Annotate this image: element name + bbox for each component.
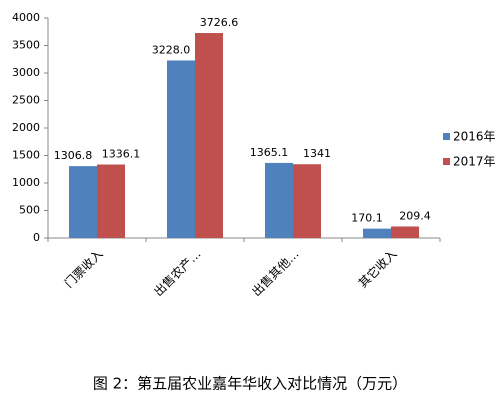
bar bbox=[363, 228, 391, 238]
x-tick-label: 出售农产… bbox=[151, 246, 204, 299]
bar bbox=[69, 166, 97, 238]
value-label: 3228.0 bbox=[152, 43, 191, 56]
y-tick-label: 4000 bbox=[12, 11, 40, 24]
y-tick-label: 3500 bbox=[12, 39, 40, 52]
bar bbox=[97, 164, 125, 238]
y-tick-label: 0 bbox=[33, 231, 40, 244]
x-tick-label: 其它收入 bbox=[355, 246, 400, 291]
y-tick-label: 500 bbox=[19, 204, 40, 217]
legend-swatch bbox=[443, 158, 450, 165]
legend-swatch bbox=[443, 133, 450, 140]
legend-label: 2017年 bbox=[453, 155, 496, 169]
bar bbox=[265, 162, 293, 238]
value-label: 1336.1 bbox=[102, 148, 141, 161]
y-tick-label: 1000 bbox=[12, 176, 40, 189]
x-tick-label: 出售其他… bbox=[249, 246, 302, 299]
value-label: 170.1 bbox=[351, 212, 383, 225]
value-label: 1341 bbox=[303, 147, 331, 160]
x-tick-label: 门票收入 bbox=[61, 246, 106, 291]
y-tick-label: 3000 bbox=[12, 66, 40, 79]
value-label: 209.4 bbox=[399, 209, 431, 222]
bar bbox=[167, 60, 195, 239]
value-label: 1306.8 bbox=[54, 149, 93, 162]
y-tick-label: 2000 bbox=[12, 121, 40, 134]
bar bbox=[293, 164, 321, 238]
value-label: 3726.6 bbox=[200, 16, 239, 29]
chart-caption: 图 2：第五届农业嘉年华收入对比情况（万元） bbox=[93, 375, 407, 393]
y-tick-label: 1500 bbox=[12, 149, 40, 162]
bar bbox=[391, 226, 419, 238]
y-tick-label: 2500 bbox=[12, 94, 40, 107]
bar bbox=[195, 33, 223, 238]
value-label: 1365.1 bbox=[250, 146, 289, 159]
legend-label: 2016年 bbox=[453, 130, 496, 144]
